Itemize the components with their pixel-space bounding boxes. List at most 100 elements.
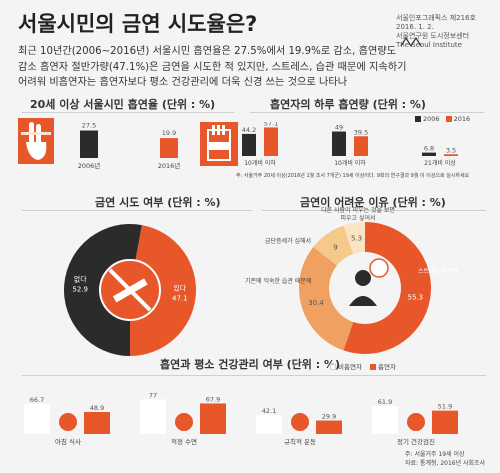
smoking-rate-chart: 27.5 2006년 19.9 2016년 [78, 122, 181, 171]
quit-attempt-pie: 없다 52.9 있다 47.1 [63, 224, 196, 356]
legend-2016-label: 2016 [453, 115, 471, 123]
bar-2016 [264, 127, 278, 156]
tick-label: 10개비 이하 [334, 159, 366, 167]
hand-cigarette-icon [18, 118, 54, 164]
bar-2016 [354, 136, 368, 156]
intro-text: 최근 10년간(2006~2016년) 서울시민 흡연율은 27.5%에서 19… [18, 46, 407, 88]
slash-mark [108, 268, 152, 312]
divider [22, 375, 486, 376]
slice-value: 9 [333, 243, 337, 251]
bar-value: 29.9 [322, 413, 336, 421]
bar-비흡연자 [372, 406, 398, 434]
bar-value: 27.5 [82, 122, 96, 130]
health-source: 자료: 통계청, 2016년 사회조사 [405, 460, 486, 467]
slice-value: 55.3 [407, 293, 423, 301]
tick-label: 규칙적 운동 [284, 438, 316, 446]
tick-label: 적정 수면 [171, 437, 197, 446]
quit-attempt-title: 금연 시도 여부 (단위 : %) [95, 196, 221, 209]
bar-흡연자 [84, 411, 110, 434]
bed-sleep-icon [175, 413, 193, 431]
bar-value: 6.8 [424, 145, 434, 153]
bar-value: 57.1 [264, 122, 278, 127]
bar-value: 49 [335, 124, 343, 132]
bar-2016년 [160, 138, 178, 158]
bar-2006년 [80, 130, 98, 158]
slice-value: 30.4 [308, 299, 324, 307]
bar-value: 39.5 [354, 128, 368, 136]
health-legend: 비흡연자 흡연자 [330, 361, 396, 371]
bar-흡연자 [432, 410, 458, 434]
daily-legend: 2006 2016 [415, 115, 470, 123]
person-body-icon [349, 296, 377, 306]
health-care-chart: 66.7 48.9 아침 식사 77 67.9 적정 수면 42.1 29.9 규칙적 운동 61… [24, 391, 458, 446]
xray-body-icon [407, 413, 425, 431]
bar-2016 [444, 154, 458, 156]
legend-smoker-swatch [370, 364, 376, 370]
thought-bubble-icon [369, 258, 389, 278]
pie-slice [130, 225, 196, 356]
bar-비흡연자 [140, 399, 166, 434]
quit-difficulty-pie: 55.3 30.4 9 5.3 [299, 222, 431, 354]
slice-value: 5.3 [351, 235, 362, 243]
legend-nonsmoker-swatch [330, 364, 336, 370]
bar-value: 61.9 [378, 398, 392, 406]
bar-value: 19.9 [162, 129, 176, 137]
bar-value: 77 [149, 391, 157, 399]
source-block: 서울인포그래픽스 제216호 2016. 1. 2. 서울연구원 도시정보센터 … [396, 14, 486, 50]
health-care-title: 흡연과 평소 건강관리 여부 (단위 : %) [160, 358, 341, 371]
slice-label: 있다 [173, 284, 186, 293]
fork-plate-icon [59, 413, 77, 431]
bar-value: 66.7 [30, 396, 44, 404]
label-withdrawal: 금단증세가 심해서 [265, 238, 312, 245]
slice-label: 없다 [74, 274, 87, 283]
source-line-3: The Seoul Institute [396, 41, 462, 49]
slice-value: 47.1 [172, 295, 188, 303]
bar-value: 51.9 [438, 403, 452, 411]
divider [22, 112, 234, 113]
daily-amount-chart: 44.2 57.1 10개비 이하 49 39.5 10개비 이하 6.8 3.5 21개비 이… [242, 122, 458, 167]
bar-2006 [422, 152, 436, 156]
slice-value: 52.9 [72, 285, 88, 293]
divider [250, 112, 484, 113]
cigarette-pack-icon [200, 122, 238, 166]
tick-label: 2016년 [158, 161, 181, 170]
person-head-icon [355, 270, 371, 286]
daily-amount-title: 흡연자의 하루 흡연량 (단위 : %) [270, 98, 426, 111]
bar-value: 48.9 [90, 404, 104, 412]
legend-2016-swatch [445, 116, 452, 122]
bar-value: 67.9 [206, 395, 220, 403]
tick-label: 21개비 이상 [424, 159, 456, 167]
tick-label: 정기 건강검진 [397, 437, 435, 446]
label-others: 다른 사람이 피우는 것을 보면 피우고 싶어서 [321, 207, 395, 222]
seoul-institute-logo [400, 36, 422, 48]
daily-note: 주: 서울거주 20세 이상(2016년 1월 조사 7개군) 19세 이상이다… [236, 173, 470, 179]
donut-hole [329, 252, 401, 324]
legend-2006-label: 2006 [423, 115, 440, 123]
bar-value: 42.1 [262, 407, 276, 415]
divider [262, 210, 486, 211]
health-note: 주: 서울거주 19세 이상 [405, 451, 465, 458]
bar-value: 3.5 [446, 146, 456, 154]
legend-smoker-label: 흡연자 [378, 363, 396, 371]
smoking-rate-title: 20세 이상 서울시민 흡연율 (단위 : %) [30, 98, 216, 111]
source-line-1: 서울인포그래픽스 제216호 2016. 1. 2. [396, 14, 476, 31]
page-title: 서울시민의 금연 시도율은? [18, 12, 258, 36]
label-stress: 스트레스 때문에 [418, 268, 459, 275]
bar-비흡연자 [24, 403, 50, 434]
bar-2006 [242, 133, 256, 156]
quit-difficulty-title: 금연이 어려운 이유 (단위 : %) [300, 196, 446, 209]
tick-label: 10개비 이하 [244, 159, 276, 167]
bar-흡연자 [200, 403, 226, 434]
tick-label: 2006년 [78, 161, 101, 170]
bar-흡연자 [316, 420, 342, 434]
legend-nonsmoker-label: 비흡연자 [338, 363, 362, 371]
tick-label: 아침 식사 [55, 437, 81, 446]
divider [22, 210, 252, 211]
bar-비흡연자 [256, 415, 282, 434]
bar-value: 44.2 [242, 126, 256, 134]
source-line-2: 서울연구원 도시정보센터 [396, 32, 470, 40]
bar-2006 [332, 131, 346, 156]
legend-2006-swatch [415, 116, 421, 122]
running-person-icon [291, 413, 309, 431]
